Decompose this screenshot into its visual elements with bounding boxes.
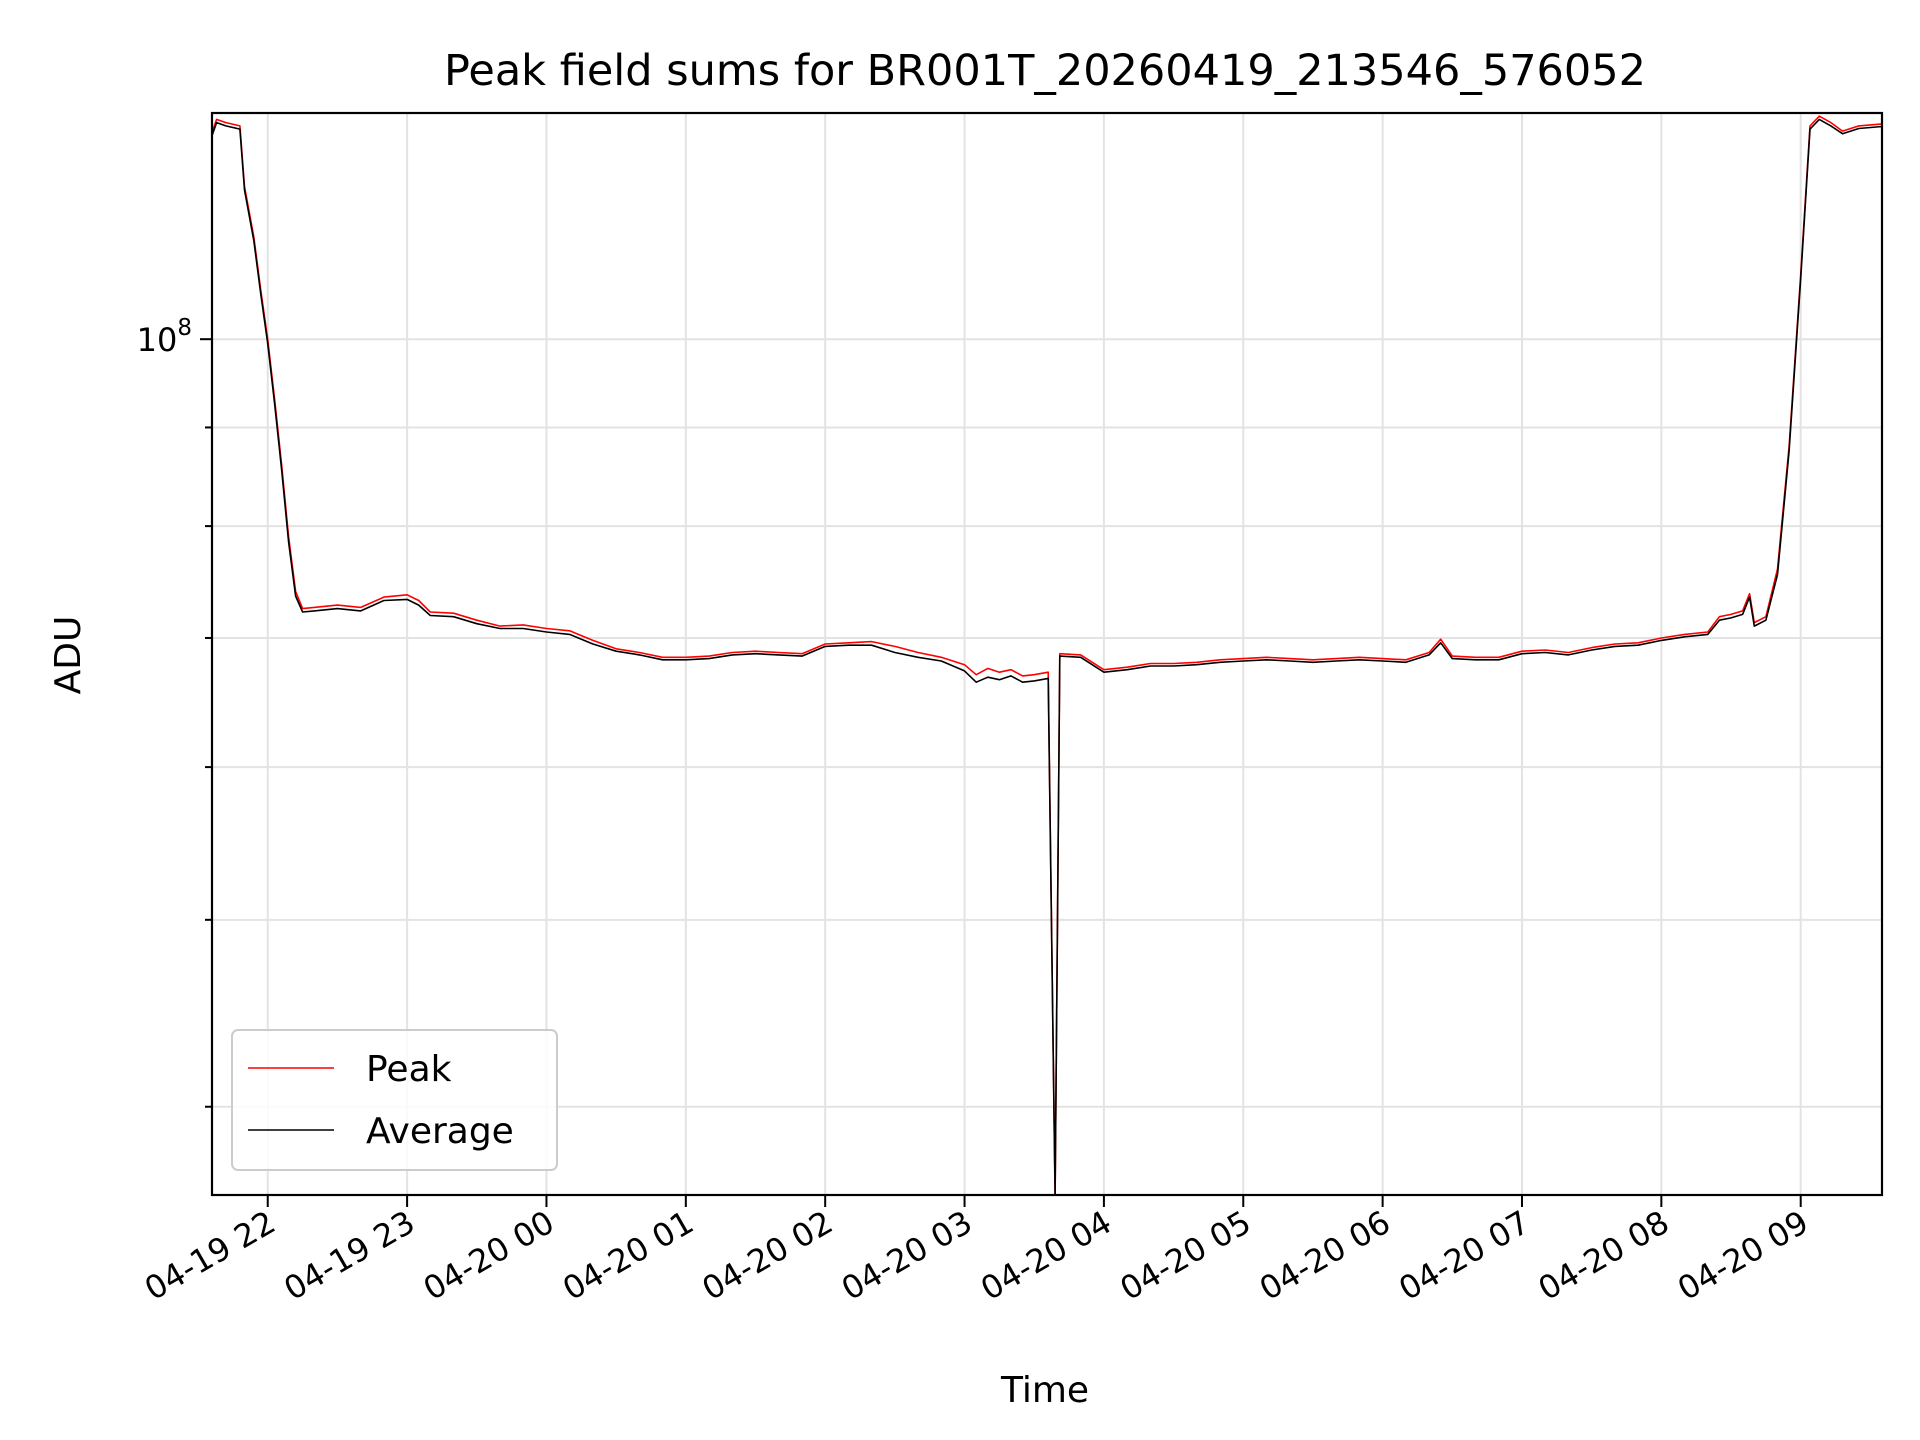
legend: Peak Average	[231, 1029, 558, 1171]
y-tick-label-base: 10	[137, 321, 178, 359]
plot-layer	[211, 115, 1883, 1196]
series-line-average	[211, 118, 1883, 1196]
y-tick-label-exponent: 8	[177, 315, 192, 341]
legend-box	[231, 1029, 558, 1171]
legend-label-average: Average	[366, 1111, 514, 1152]
legend-label-peak: Peak	[366, 1049, 452, 1090]
y-axis-label: ADU	[48, 616, 89, 695]
y-tick-label: 108	[137, 315, 192, 359]
x-axis-label: Time	[1000, 1370, 1089, 1411]
series-line-peak	[211, 115, 1883, 1196]
chart-title: Peak field sums for BR001T_20260419_2135…	[444, 46, 1646, 96]
plot-frame	[210, 111, 1884, 1197]
grid-layer	[212, 113, 1882, 1195]
